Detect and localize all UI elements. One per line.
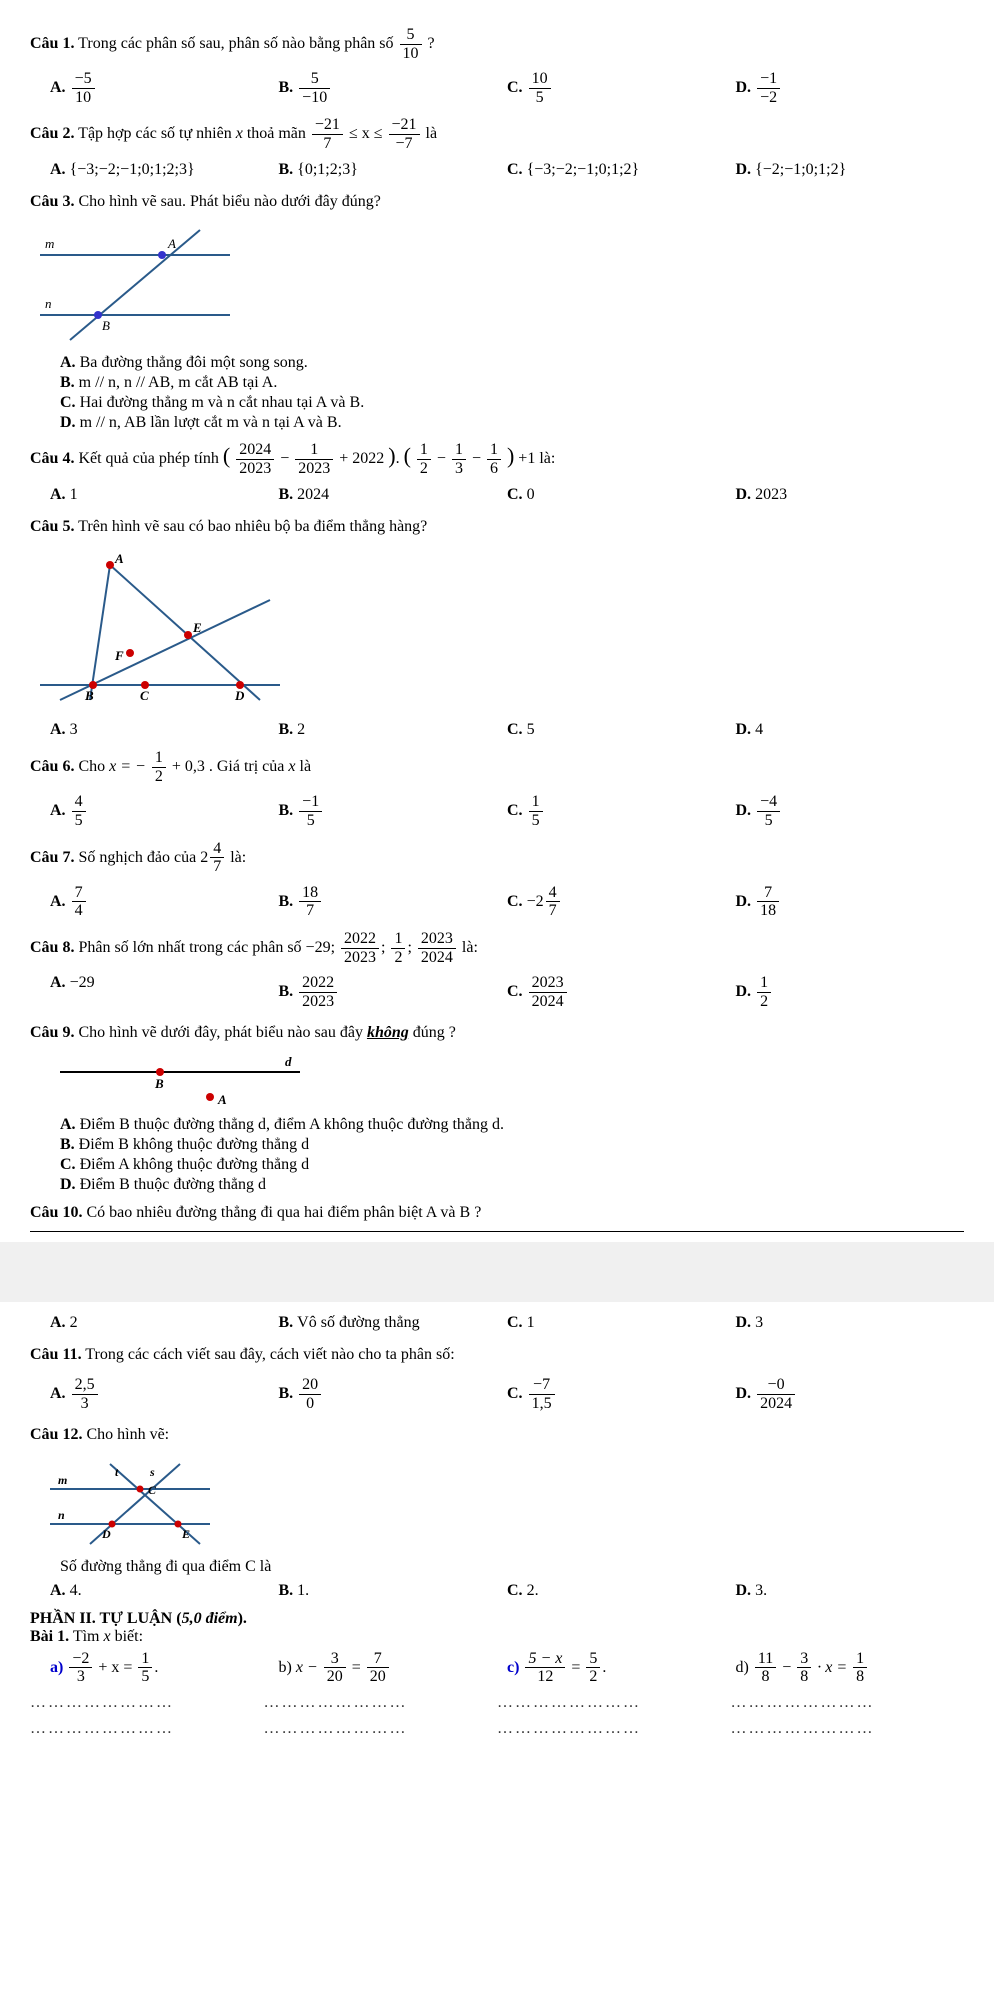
bai1: Bài 1. Tìm x biết: (30, 1628, 964, 1646)
q11-opts: A.2,53 B.200 C.−71,5 D.−02024 (50, 1374, 964, 1414)
q7: Câu 7. Số nghịch đảo của 247 là: (30, 840, 964, 876)
q1: Câu 1. Trong các phân số sau, phân số nà… (30, 26, 964, 62)
q5-figure: A B C D E F (30, 545, 290, 715)
q5: Câu 5. Trên hình vẽ sau có bao nhiêu bộ … (30, 514, 964, 540)
svg-text:D: D (234, 688, 245, 703)
svg-text:C: C (148, 1483, 157, 1497)
q3-figure: m n A B (30, 220, 250, 350)
svg-text:D: D (101, 1527, 111, 1541)
q4: Câu 4. Kết quả của phép tính ( 20242023 … (30, 438, 964, 477)
part2-title: PHẦN II. TỰ LUẬN (5,0 điểm). (30, 1610, 964, 1628)
svg-text:s: s (149, 1465, 155, 1479)
svg-text:m: m (45, 236, 54, 251)
q3-A: A. Ba đường thẳng đôi một song song. (60, 354, 964, 372)
q3-C: C. Hai đường thẳng m và n cắt nhau tại A… (60, 394, 964, 412)
q1-D: D.−1−2 (736, 68, 965, 108)
svg-text:n: n (45, 296, 52, 311)
q10: Câu 10. Có bao nhiêu đường thẳng đi qua … (30, 1200, 964, 1226)
q1-frac: 510 (400, 26, 422, 62)
q8-opts: A.−29 B.20222023 C.20232024 D.12 (50, 972, 964, 1012)
q10-opts: A.2 B.Vô số đường thẳng C.1 D.3 (50, 1312, 964, 1334)
bai1-d: d) 118 − 38 · x = 18 (736, 1650, 965, 1686)
q12-figure: m n t s C D E (30, 1454, 230, 1554)
q3-D: D. m // n, AB lần lượt cắt m và n tại A … (60, 414, 964, 432)
q1-opts: A.−510 B.5−10 C.105 D.−1−2 (50, 68, 964, 108)
svg-text:A: A (114, 551, 124, 566)
q5-opts: A.3 B.2 C.5 D.4 (50, 719, 964, 741)
svg-text:A: A (217, 1092, 227, 1107)
svg-text:B: B (154, 1076, 164, 1091)
q1-A: A.−510 (50, 68, 279, 108)
divider (30, 1231, 964, 1232)
q1-num: Câu 1. (30, 35, 74, 52)
q12-opts: A.4. B.1. C.2. D.3. (50, 1580, 964, 1602)
q11: Câu 11. Trong các cách viết sau đây, các… (30, 1342, 964, 1368)
svg-text:E: E (192, 620, 202, 635)
q3-B: B. m // n, n // AB, m cắt AB tại A. (60, 374, 964, 392)
q12-sub: Số đường thẳng đi qua điểm C là (60, 1558, 964, 1576)
svg-text:B: B (84, 688, 94, 703)
bai1-b: b) x − 320 = 720 (279, 1650, 508, 1686)
q3: Câu 3. Cho hình vẽ sau. Phát biểu nào dư… (30, 189, 964, 215)
svg-text:B: B (102, 318, 110, 333)
q6-opts: A.45 B.−15 C.15 D.−45 (50, 791, 964, 831)
q2-opts: A.{−3;−2;−1;0;1;2;3} B.{0;1;2;3} C.{−3;−… (50, 159, 964, 181)
q12: Câu 12. Cho hình vẽ: (30, 1422, 964, 1448)
q1-B: B.5−10 (279, 68, 508, 108)
page-gap (0, 1242, 994, 1302)
answer-dots-1: …………………… …………………… …………………… …………………… (30, 1694, 964, 1712)
q1-stem: Trong các phân số sau, phân số nào bằng … (78, 35, 393, 52)
bai1-a: a) −23 + x = 15. (50, 1650, 279, 1686)
q8: Câu 8. Phân số lớn nhất trong các phân s… (30, 930, 964, 966)
q1-C: C.105 (507, 68, 736, 108)
q4-opts: A.1 B.2024 C.0 D.2023 (50, 484, 964, 506)
svg-text:n: n (58, 1508, 65, 1522)
q9: Câu 9. Cho hình vẽ dưới đây, phát biểu n… (30, 1020, 964, 1046)
svg-text:E: E (181, 1527, 190, 1541)
svg-text:m: m (58, 1473, 67, 1487)
svg-text:F: F (114, 648, 124, 663)
svg-text:d: d (285, 1054, 292, 1069)
q7-opts: A.74 B.187 C.−247 D.718 (50, 882, 964, 922)
svg-text:C: C (140, 688, 149, 703)
q9-figure: d B A (30, 1052, 330, 1112)
svg-text:A: A (167, 236, 176, 251)
bai1-c: c) 5 − x12 = 52. (507, 1650, 736, 1686)
q6: Câu 6. Cho x = − 12 + 0,3 . Giá trị của … (30, 749, 964, 785)
q2: Câu 2. Tập hợp các số tự nhiên x thoả mã… (30, 116, 964, 152)
answer-dots-2: …………………… …………………… …………………… …………………… (30, 1720, 964, 1738)
bai1-items: a) −23 + x = 15. b) x − 320 = 720 c) 5 −… (50, 1650, 964, 1686)
